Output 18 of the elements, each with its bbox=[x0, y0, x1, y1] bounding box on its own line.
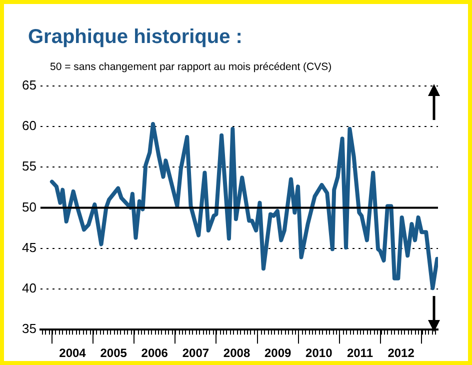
chart-title: Graphique historique : bbox=[28, 26, 242, 49]
y-tick-label: 50 bbox=[22, 199, 36, 214]
y-tick-label: 35 bbox=[22, 321, 36, 336]
x-tick-label: 2009 bbox=[264, 346, 292, 360]
y-tick-label: 40 bbox=[22, 280, 36, 296]
x-tick-label: 2010 bbox=[306, 346, 333, 360]
x-tick-label: 2005 bbox=[100, 346, 128, 360]
x-tick-label: 2004 bbox=[59, 346, 86, 360]
y-tick-label: 55 bbox=[22, 158, 36, 174]
x-tick-label: 2011 bbox=[346, 346, 374, 360]
y-tick-label: 65 bbox=[22, 77, 36, 92]
x-tick-label: 2008 bbox=[223, 346, 250, 360]
chart-subtitle: 50 = sans changement par rapport au mois précédent (CVS) bbox=[50, 61, 332, 73]
y-tick-label: 60 bbox=[22, 118, 36, 134]
x-tick-label: 2007 bbox=[182, 346, 210, 360]
x-tick-label: 2012 bbox=[388, 346, 415, 360]
y-tick-label: 45 bbox=[22, 240, 36, 255]
x-tick-label: 2006 bbox=[141, 346, 168, 360]
